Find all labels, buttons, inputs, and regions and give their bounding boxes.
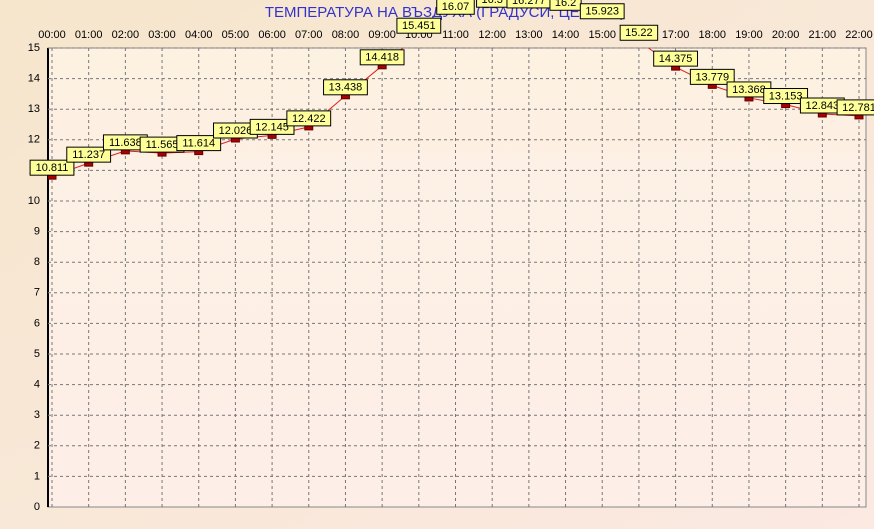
y-tick-label: 0 bbox=[34, 501, 40, 513]
x-tick-label: 17:00 bbox=[662, 29, 690, 41]
y-tick-label: 6 bbox=[34, 317, 40, 329]
y-tick-label: 2 bbox=[34, 440, 40, 452]
data-label-box bbox=[476, 0, 509, 8]
x-tick-label: 09:00 bbox=[368, 29, 396, 41]
data-label: 15.451 bbox=[402, 20, 436, 32]
x-tick-label: 22:00 bbox=[845, 29, 873, 41]
x-tick-label: 18:00 bbox=[699, 29, 727, 41]
data-label-box bbox=[396, 17, 442, 34]
data-label-box bbox=[249, 118, 295, 135]
data-label: 13.368 bbox=[732, 84, 766, 96]
data-label: 14.418 bbox=[365, 52, 399, 64]
data-label-box bbox=[579, 3, 625, 20]
data-label-box bbox=[29, 159, 75, 176]
x-tick-label: 21:00 bbox=[809, 29, 837, 41]
data-label-box bbox=[176, 135, 222, 152]
x-tick-label: 11:00 bbox=[442, 29, 469, 41]
data-label-box bbox=[689, 68, 735, 85]
x-tick-label: 12:00 bbox=[478, 29, 506, 41]
y-tick-label: 1 bbox=[34, 470, 40, 482]
data-label-box bbox=[436, 0, 475, 15]
y-tick-label: 9 bbox=[34, 226, 40, 238]
x-tick-label: 14:00 bbox=[552, 29, 580, 41]
data-label: 11.638 bbox=[109, 137, 142, 149]
data-label: 16.2 bbox=[555, 0, 576, 9]
data-label: 10.811 bbox=[36, 162, 69, 174]
y-tick-label: 10 bbox=[28, 195, 40, 207]
y-tick-label: 14 bbox=[28, 73, 40, 85]
x-tick-label: 19:00 bbox=[735, 29, 763, 41]
data-label: 11.565 bbox=[146, 139, 179, 151]
y-tick-label: 7 bbox=[34, 287, 40, 299]
data-label: 15.923 bbox=[585, 6, 619, 18]
y-tick-label: 8 bbox=[34, 256, 40, 268]
data-label: 13.438 bbox=[329, 82, 363, 94]
data-label-box bbox=[619, 24, 659, 41]
x-tick-label: 08:00 bbox=[332, 29, 360, 41]
x-tick-label: 05:00 bbox=[222, 29, 250, 41]
data-label: 13.153 bbox=[769, 90, 803, 102]
x-tick-label: 15:00 bbox=[588, 29, 616, 41]
data-label: 16.3 bbox=[481, 0, 502, 6]
data-label: 12.026 bbox=[219, 125, 253, 137]
data-label: 14.375 bbox=[659, 53, 693, 65]
data-label: 16.07 bbox=[442, 1, 470, 13]
data-label-box bbox=[286, 110, 332, 127]
plot-area bbox=[47, 47, 867, 508]
x-tick-label: 03:00 bbox=[148, 29, 176, 41]
x-tick-label: 02:00 bbox=[112, 29, 140, 41]
data-label: 11.237 bbox=[72, 149, 105, 161]
y-tick-label: 4 bbox=[34, 379, 40, 391]
y-tick-label: 3 bbox=[34, 409, 40, 421]
data-label: 12.422 bbox=[292, 113, 326, 125]
y-tick-label: 12 bbox=[28, 134, 40, 146]
line bbox=[51, 48, 860, 177]
data-label: 15.22 bbox=[625, 27, 653, 39]
x-tick-label: 06:00 bbox=[258, 29, 286, 41]
y-tick-label: 5 bbox=[34, 348, 40, 360]
x-tick-label: 13:00 bbox=[515, 29, 543, 41]
x-tick-label: 00:00 bbox=[38, 29, 66, 41]
y-tick-label: 15 bbox=[28, 42, 40, 54]
data-label-box bbox=[359, 49, 405, 66]
x-tick-label: 01:00 bbox=[75, 29, 103, 41]
y-tick-label: 13 bbox=[28, 103, 40, 115]
series-group bbox=[48, 48, 864, 180]
data-label: 12.843 bbox=[805, 100, 839, 112]
data-label-box bbox=[653, 50, 698, 67]
data-label: 16.277 bbox=[512, 0, 546, 7]
data-label: 13.779 bbox=[695, 71, 729, 83]
data-label: 12.781 bbox=[842, 102, 874, 114]
data-label-box bbox=[549, 0, 582, 11]
x-tick-label: 07:00 bbox=[295, 29, 323, 41]
x-tick-label: 20:00 bbox=[772, 29, 800, 41]
x-tick-label: 04:00 bbox=[185, 29, 213, 41]
data-label-box bbox=[836, 99, 874, 116]
data-label-box bbox=[66, 146, 112, 163]
data-label-box bbox=[323, 79, 368, 96]
data-label: 11.614 bbox=[182, 138, 215, 150]
data-label-box bbox=[763, 88, 809, 105]
data-label: 12.145 bbox=[255, 121, 289, 133]
